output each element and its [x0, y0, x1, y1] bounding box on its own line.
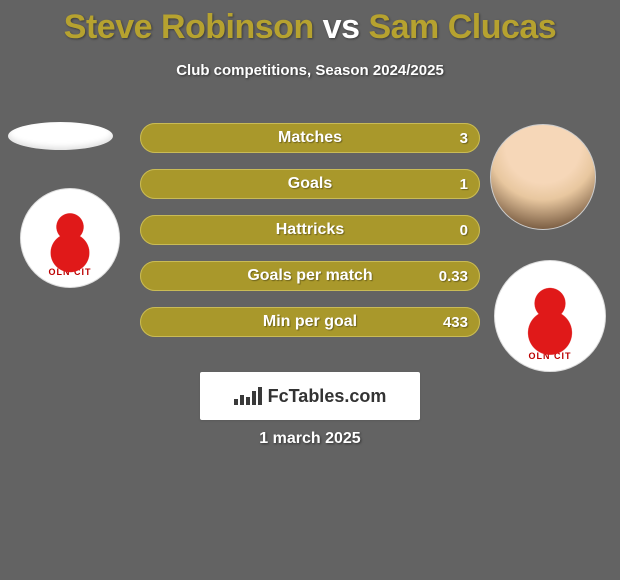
stat-value-right: 0.33: [439, 261, 468, 291]
stat-label: Matches: [278, 129, 342, 147]
stat-bars: Matches 3 Goals 1 Hattricks 0 Goals per match 0…: [140, 123, 480, 353]
stat-bar: Min per goal 433: [140, 307, 480, 337]
player2-club-crest: OLN CIT: [494, 260, 606, 372]
stat-label: Hattricks: [276, 221, 344, 239]
crest-left-text: OLN CIT: [21, 267, 119, 277]
stat-bar: Goals 1: [140, 169, 480, 199]
fctables-text: FcTables.com: [268, 386, 387, 407]
stat-label: Goals per match: [247, 267, 372, 285]
player2-name: Sam Clucas: [368, 8, 556, 46]
player2-photo: [490, 124, 596, 230]
stat-value-right: 433: [443, 307, 468, 337]
stat-value-right: 0: [460, 215, 468, 245]
stat-bar: Matches 3: [140, 123, 480, 153]
fctables-badge: FcTables.com: [200, 372, 420, 420]
stat-label: Min per goal: [263, 313, 357, 331]
crest-right-text: OLN CIT: [495, 351, 605, 361]
player1-photo-placeholder: [8, 122, 113, 150]
bar-chart-icon: [234, 387, 262, 405]
page-title: Steve Robinson vs Sam Clucas: [0, 8, 620, 47]
stat-value-right: 3: [460, 123, 468, 153]
date-text: 1 march 2025: [0, 430, 620, 448]
subtitle: Club competitions, Season 2024/2025: [0, 62, 620, 79]
player1-name: Steve Robinson: [64, 8, 314, 46]
stat-bar: Goals per match 0.33: [140, 261, 480, 291]
stat-value-right: 1: [460, 169, 468, 199]
stat-bar: Hattricks 0: [140, 215, 480, 245]
player1-club-crest: OLN CIT: [20, 188, 120, 288]
stat-label: Goals: [288, 175, 332, 193]
comparison-card: Steve Robinson vs Sam Clucas Club compet…: [0, 0, 620, 580]
vs-text: vs: [323, 8, 360, 46]
